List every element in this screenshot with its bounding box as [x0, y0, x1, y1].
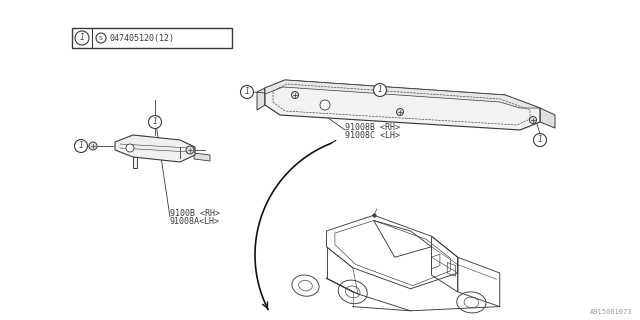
Circle shape: [374, 84, 387, 97]
Polygon shape: [133, 157, 137, 168]
Text: 047405120(12): 047405120(12): [109, 34, 174, 43]
Circle shape: [397, 108, 403, 116]
Text: 1: 1: [79, 141, 83, 150]
Text: 91008A<LH>: 91008A<LH>: [170, 218, 220, 227]
Text: S: S: [99, 36, 103, 41]
Circle shape: [186, 146, 194, 154]
Text: 1: 1: [152, 117, 157, 126]
Circle shape: [241, 85, 253, 99]
Text: 1: 1: [378, 85, 383, 94]
Text: 1: 1: [244, 87, 250, 97]
Circle shape: [148, 116, 161, 129]
Circle shape: [89, 142, 97, 150]
Polygon shape: [265, 80, 540, 130]
Bar: [72, 28, 232, 48]
Polygon shape: [540, 108, 555, 128]
Polygon shape: [265, 80, 540, 108]
Circle shape: [320, 100, 330, 110]
Circle shape: [126, 144, 134, 152]
Circle shape: [75, 31, 89, 45]
Circle shape: [96, 33, 106, 43]
Text: A915001073: A915001073: [589, 309, 632, 315]
Text: 9100B <RH>: 9100B <RH>: [170, 209, 220, 218]
Polygon shape: [115, 135, 195, 162]
Circle shape: [529, 116, 536, 124]
Text: 91008B <RH>: 91008B <RH>: [345, 123, 400, 132]
Text: 1: 1: [538, 135, 543, 145]
Circle shape: [74, 140, 88, 153]
Text: 91008C <LH>: 91008C <LH>: [345, 132, 400, 140]
Polygon shape: [257, 88, 265, 110]
Polygon shape: [194, 153, 210, 161]
Circle shape: [291, 92, 298, 99]
Circle shape: [534, 133, 547, 147]
Text: 1: 1: [79, 34, 84, 43]
